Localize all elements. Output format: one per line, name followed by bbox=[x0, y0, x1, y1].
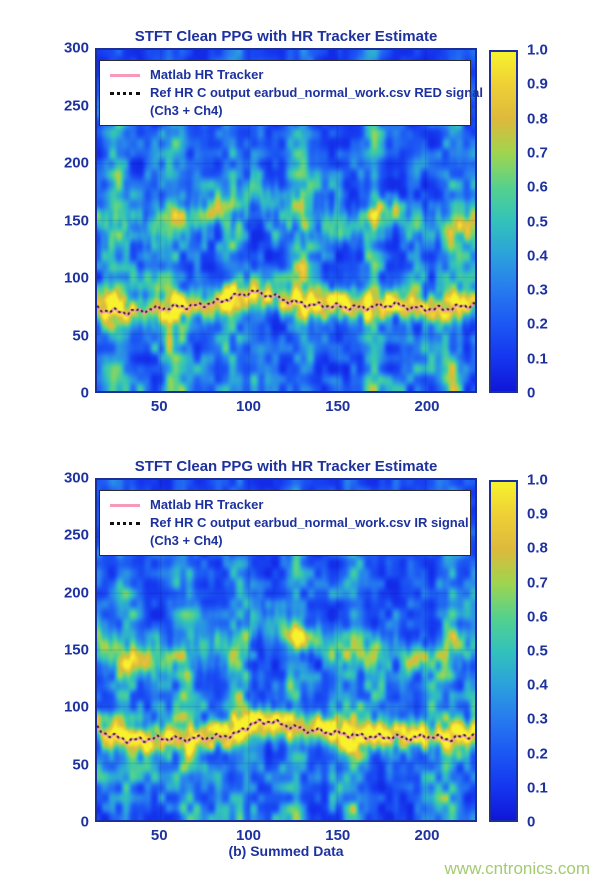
legend-label: Matlab HR Tracker bbox=[150, 67, 264, 82]
colorbar-tick-label: 1.0 bbox=[527, 41, 548, 59]
y-tick-label: 150 bbox=[63, 641, 89, 659]
colorbar-tick-label: 0.9 bbox=[527, 505, 548, 523]
colorbar-tick-label: 0.8 bbox=[527, 539, 548, 557]
x-tick-label: 200 bbox=[414, 398, 440, 415]
y-tick-label: 200 bbox=[63, 584, 89, 602]
figure1-colorbar bbox=[489, 50, 518, 393]
x-tick-label: 50 bbox=[150, 827, 168, 844]
y-tick-label: 100 bbox=[63, 269, 89, 287]
legend-entry-matlab-tracker: Matlab HR Tracker bbox=[106, 66, 462, 84]
colorbar-tick-label: 0 bbox=[527, 813, 536, 831]
colorbar-tick-label: 0.5 bbox=[527, 642, 548, 660]
colorbar-tick-label: 1.0 bbox=[527, 471, 548, 489]
dotted-line-sample-icon bbox=[110, 522, 140, 525]
colorbar-tick-label: 0.3 bbox=[527, 710, 548, 728]
pink-line-sample-icon bbox=[110, 504, 140, 507]
x-tick-label: 100 bbox=[235, 827, 262, 844]
legend-label: Ref HR C output earbud_normal_work.csv I… bbox=[150, 515, 469, 548]
colorbar-tick-label: 0.1 bbox=[527, 350, 548, 368]
y-tick-label: 300 bbox=[63, 469, 89, 487]
y-tick-label: 100 bbox=[63, 698, 89, 716]
figure1-title: STFT Clean PPG with HR Tracker Estimate bbox=[134, 28, 438, 45]
dotted-line-sample-icon bbox=[110, 92, 140, 95]
colorbar-tick-label: 0.6 bbox=[527, 178, 548, 196]
figure2-colorbar bbox=[489, 480, 518, 822]
colorbar-tick-label: 0.4 bbox=[527, 247, 548, 265]
colorbar-tick-label: 0.2 bbox=[527, 745, 548, 763]
legend-label: Matlab HR Tracker bbox=[150, 497, 264, 512]
legend-entry-ref-hr: Ref HR C output earbud_normal_work.csv I… bbox=[106, 514, 469, 550]
colorbar-tick-label: 0.4 bbox=[527, 676, 548, 694]
y-tick-label: 150 bbox=[63, 212, 89, 229]
colorbar-tick-label: 0.9 bbox=[527, 75, 548, 93]
legend-entry-matlab-tracker: Matlab HR Tracker bbox=[106, 496, 462, 514]
colorbar-tick-label: 0.7 bbox=[527, 574, 548, 592]
figure2-legend: Matlab HR Tracker Ref HR C output earbud… bbox=[99, 490, 471, 556]
y-tick-label: 0 bbox=[80, 384, 89, 402]
legend-label: Ref HR C output earbud_normal_work.csv R… bbox=[150, 85, 484, 118]
y-tick-label: 250 bbox=[63, 526, 89, 544]
colorbar-tick-label: 0.6 bbox=[527, 608, 548, 626]
x-tick-label: 150 bbox=[325, 398, 351, 415]
y-tick-label: 200 bbox=[63, 154, 89, 172]
x-tick-label: 200 bbox=[414, 827, 440, 844]
watermark: www.cntronics.com bbox=[444, 859, 590, 878]
pink-line-sample-icon bbox=[110, 74, 140, 77]
subfigure-caption: (b) Summed Data bbox=[228, 843, 344, 859]
x-tick-label: 100 bbox=[235, 398, 262, 415]
legend-entry-ref-hr: Ref HR C output earbud_normal_work.csv R… bbox=[106, 84, 483, 120]
x-tick-label: 150 bbox=[325, 827, 351, 844]
colorbar-tick-label: 0.1 bbox=[527, 779, 548, 797]
colorbar-tick-label: 0 bbox=[527, 384, 536, 402]
figure2-title: STFT Clean PPG with HR Tracker Estimate bbox=[134, 458, 438, 475]
y-tick-label: 0 bbox=[80, 813, 89, 831]
y-tick-label: 50 bbox=[72, 756, 89, 774]
x-tick-label: 50 bbox=[150, 398, 168, 415]
colorbar-tick-label: 0.7 bbox=[527, 144, 548, 162]
y-tick-label: 300 bbox=[63, 39, 89, 57]
colorbar-tick-label: 0.5 bbox=[527, 213, 548, 230]
y-tick-label: 250 bbox=[63, 97, 89, 114]
y-tick-label: 50 bbox=[72, 327, 89, 344]
colorbar-tick-label: 0.3 bbox=[527, 281, 548, 299]
colorbar-tick-label: 0.8 bbox=[527, 110, 548, 128]
colorbar-tick-label: 0.2 bbox=[527, 315, 548, 333]
figure1-legend: Matlab HR Tracker Ref HR C output earbud… bbox=[99, 60, 483, 126]
